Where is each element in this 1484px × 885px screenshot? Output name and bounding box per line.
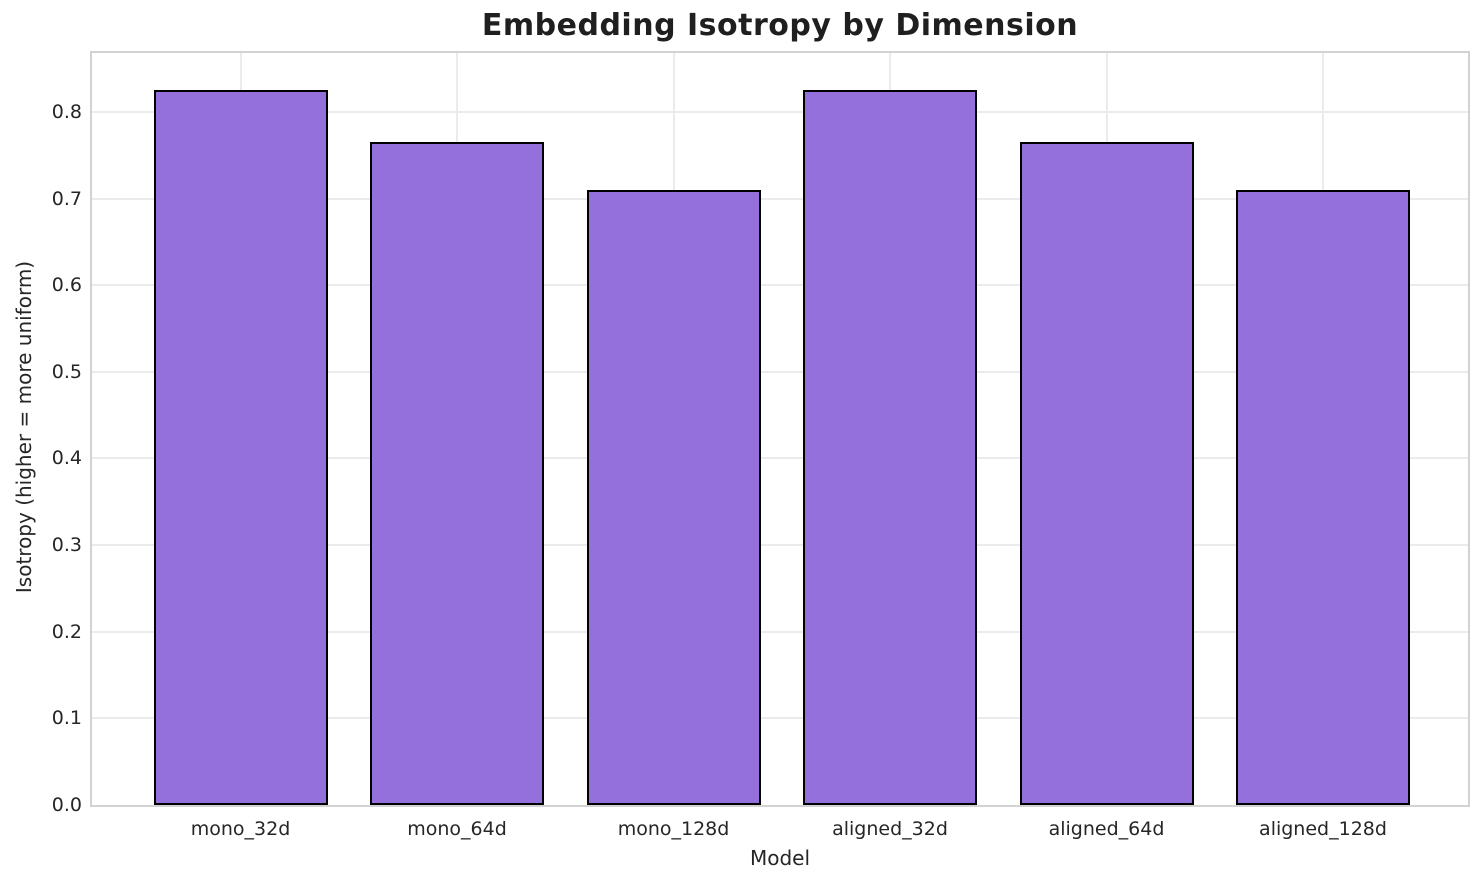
x-tick-label: mono_64d: [407, 818, 507, 840]
x-tick-label: mono_32d: [190, 818, 291, 840]
y-tick-label: 0.8: [51, 100, 82, 123]
h-gridline: [92, 284, 1468, 287]
plot-area: [90, 51, 1470, 807]
y-axis-label: Isotropy (higher = more uniform): [12, 260, 36, 594]
x-tick-label: aligned_32d: [832, 818, 948, 840]
x-axis-label: Model: [749, 846, 811, 870]
bar-mono_128d: [586, 189, 761, 805]
h-gridline: [92, 110, 1468, 113]
x-tick-label: aligned_128d: [1259, 818, 1387, 840]
bar-mono_64d: [370, 142, 544, 805]
bar-aligned_128d: [1236, 189, 1410, 805]
y-tick-label: 0.0: [51, 794, 82, 816]
bar-aligned_64d: [1019, 142, 1194, 805]
h-gridline: [92, 370, 1468, 373]
y-tick-label: 0.6: [51, 274, 82, 297]
h-gridline: [92, 457, 1468, 460]
x-tick-label: mono_128d: [617, 818, 730, 840]
bar-mono_32d: [153, 90, 328, 805]
y-tick-label: 0.5: [51, 360, 82, 383]
bar-aligned_32d: [803, 90, 977, 805]
y-tick-label: 0.7: [51, 187, 82, 210]
h-gridline: [92, 630, 1468, 633]
x-tick-label: aligned_64d: [1048, 818, 1165, 840]
chart-title: Embedding Isotropy by Dimension: [481, 8, 1079, 43]
y-tick-label: 0.3: [51, 534, 82, 557]
h-gridline: [92, 717, 1468, 720]
y-tick-label: 0.2: [51, 620, 82, 643]
h-gridline: [92, 197, 1468, 200]
y-tick-label: 0.1: [51, 707, 82, 730]
h-gridline: [92, 544, 1468, 547]
y-tick-label: 0.4: [51, 447, 82, 470]
